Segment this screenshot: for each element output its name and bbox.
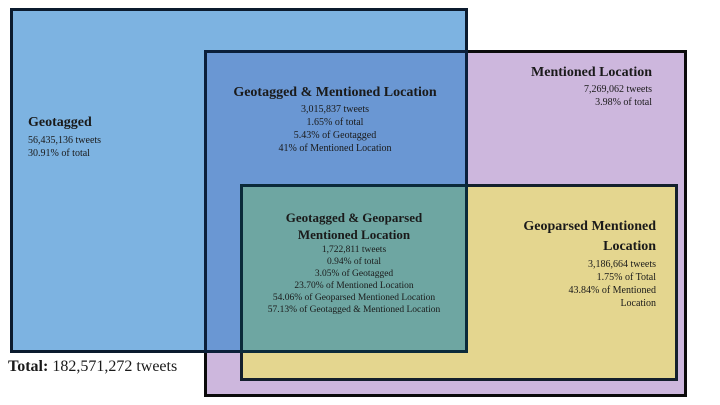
geotagged-geoparsed-pct-total: 0.94% of total xyxy=(326,257,382,267)
geotagged-geoparsed-count: 1,722,811 tweets xyxy=(321,245,387,255)
geotagged-mentioned-pct-geotagged: 5.43% of Geotagged xyxy=(293,130,377,141)
geoparsed-mentioned-title-1: Geoparsed Mentioned xyxy=(523,219,656,234)
geotagged-mentioned-pct-total: 1.65% of total xyxy=(306,117,364,128)
geotagged-label: Geotagged 56,435,136 tweets 30.91% of to… xyxy=(28,114,198,160)
mentioned-location-label: Mentioned Location 7,269,062 tweets 3.98… xyxy=(476,64,652,109)
mentioned-location-title: Mentioned Location xyxy=(531,65,652,80)
total-label: Total: 182,571,272 tweets xyxy=(8,357,177,377)
geoparsed-mentioned-label: Geoparsed Mentioned Location 3,186,664 t… xyxy=(486,218,656,310)
geotagged-geoparsed-pct-geo-mentioned: 57.13% of Geotagged & Mentioned Location xyxy=(267,305,441,315)
geoparsed-mentioned-pct-total: 1.75% of Total xyxy=(596,272,656,283)
mentioned-location-count: 7,269,062 tweets xyxy=(583,84,652,95)
geotagged-mentioned-label: Geotagged & Mentioned Location 3,015,837… xyxy=(208,84,462,155)
geoparsed-mentioned-title-2: Location xyxy=(603,239,656,254)
geotagged-geoparsed-pct-mentioned: 23.70% of Mentioned Location xyxy=(294,281,414,291)
geotagged-title: Geotagged xyxy=(28,115,92,130)
geotagged-pct-total: 30.91% of total xyxy=(28,148,90,159)
geoparsed-mentioned-count: 3,186,664 tweets xyxy=(587,259,656,270)
geoparsed-mentioned-pct-mentioned-2: Location xyxy=(620,298,656,309)
mentioned-location-pct-total: 3.98% of total xyxy=(595,97,652,108)
geoparsed-mentioned-pct-mentioned-1: 43.84% of Mentioned xyxy=(568,285,657,296)
geotagged-mentioned-title: Geotagged & Mentioned Location xyxy=(233,85,437,100)
total-value: 182,571,272 tweets xyxy=(52,358,178,375)
geotagged-geoparsed-label: Geotagged & Geoparsed Mentioned Location… xyxy=(243,210,465,316)
geotagged-mentioned-pct-mentioned: 41% of Mentioned Location xyxy=(278,143,392,154)
geotagged-geoparsed-title-2: Mentioned Location xyxy=(297,227,411,242)
geotagged-count: 56,435,136 tweets xyxy=(28,135,102,146)
geotagged-mentioned-count: 3,015,837 tweets xyxy=(300,104,370,115)
geotagged-geoparsed-overlap-region xyxy=(240,184,468,353)
geotagged-geoparsed-pct-geotagged: 3.05% of Geotagged xyxy=(314,269,394,279)
total-caption: Total: xyxy=(8,358,49,375)
geotagged-geoparsed-title-1: Geotagged & Geoparsed xyxy=(285,210,423,225)
geotagged-geoparsed-pct-geoparsed: 54.06% of Geoparsed Mentioned Location xyxy=(272,293,436,303)
